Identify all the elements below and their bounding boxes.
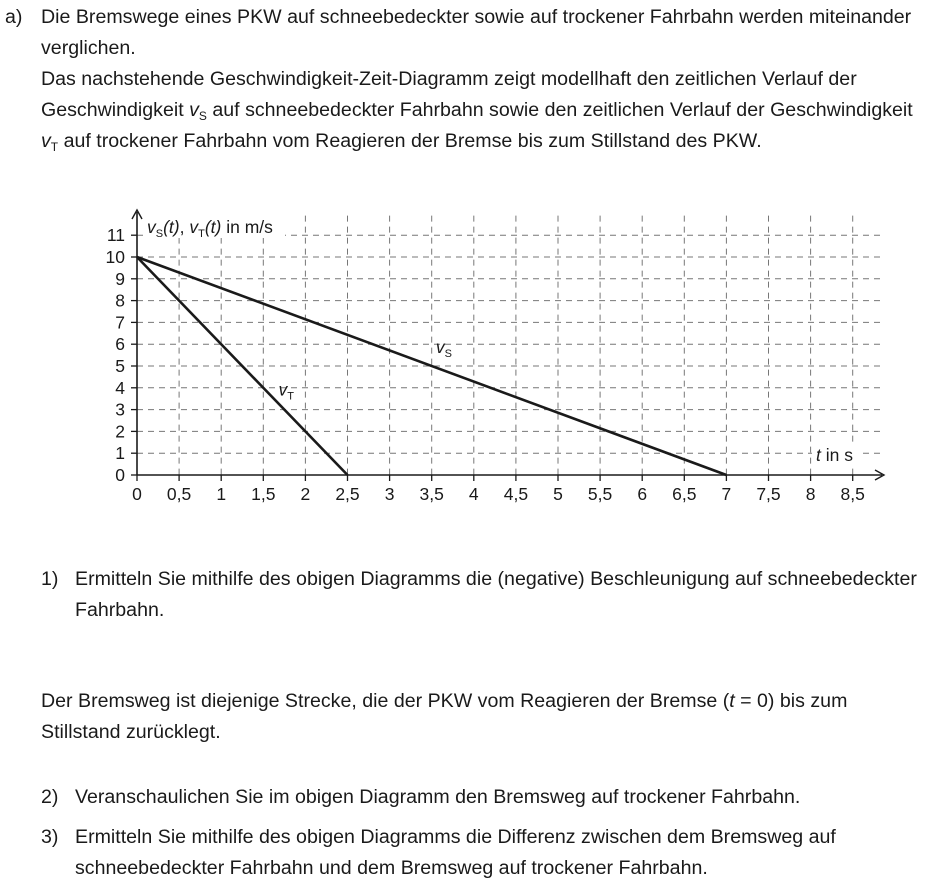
x-tick-label: 7 (722, 484, 732, 504)
axis-labels: vS(t), vT(t) in m/s t in s (143, 214, 862, 466)
x-tick-label: 0,5 (167, 484, 191, 504)
x-axis-arrow (874, 469, 886, 481)
x-tick-label: 6,5 (672, 484, 696, 504)
velocity-time-chart: 0 0,5 1 1,5 2 2,5 3 3,5 4 4,5 5 5,5 6 6,5 7 7,5 8 8,50123… (106, 208, 886, 504)
y-tick-label: 11 (107, 225, 125, 245)
x-tick-label: 5 (553, 484, 563, 504)
question-1: 1) Ermitteln Sie mithilfe des obigen Dia… (41, 564, 931, 626)
y-tick-label: 2 (115, 421, 125, 441)
y-axis-arrow (131, 208, 143, 220)
y-tick-label: 3 (115, 400, 125, 420)
y-tick-label: 7 (115, 312, 125, 332)
series-label-vS: vS (436, 337, 452, 360)
question-number: 2) (41, 786, 59, 808)
question-2: 2) Veranschaulichen Sie im obigen Diagra… (41, 782, 931, 813)
task-intro: Die Bremswege eines PKW auf schneebedeck… (41, 2, 931, 157)
y-tick-label: 5 (115, 356, 125, 376)
task-label: a) (5, 6, 23, 28)
question-text: Ermitteln Sie mithilfe des obigen Diagra… (75, 568, 917, 621)
x-tick-label: 3 (385, 484, 395, 504)
x-tick-label: 5,5 (588, 484, 612, 504)
chart-axes (131, 208, 886, 481)
question-3: 3) Ermitteln Sie mithilfe des obigen Dia… (41, 822, 931, 884)
series-line-vT (136, 256, 349, 476)
chart-grid (137, 215, 883, 475)
x-tick-label: 4 (469, 484, 479, 504)
question-number: 3) (41, 826, 59, 848)
question-number: 1) (41, 568, 59, 590)
x-tick-label: 3,5 (420, 484, 444, 504)
x-tick-label: 1,5 (251, 484, 275, 504)
question-text: Ermitteln Sie mithilfe des obigen Diagra… (75, 826, 836, 879)
intro-paragraph-2: Das nachstehende Geschwindigkeit-Zeit-Di… (41, 68, 913, 154)
x-tick-label: 4,5 (504, 484, 528, 504)
series-label-vT: vT (278, 379, 294, 402)
y-tick-label: 4 (115, 378, 125, 398)
axis-ticks: 0 0,5 1 1,5 2 2,5 3 3,5 4 4,5 5 5,5 6 6,5 7 7,5 8 8,50123… (106, 225, 865, 504)
y-tick-label: 9 (115, 269, 125, 289)
y-tick-label: 0 (115, 465, 125, 485)
definition-paragraph: Der Bremsweg ist diejenige Strecke, die … (41, 690, 848, 743)
y-tick-label: 6 (115, 334, 125, 354)
x-axis-label: t in s (816, 445, 853, 465)
x-tick-label: 7,5 (756, 484, 780, 504)
x-tick-label: 8,5 (841, 484, 865, 504)
question-text: Veranschaulichen Sie im obigen Diagramm … (75, 786, 801, 808)
y-axis-label: vS(t), vT(t) in m/s (147, 217, 273, 240)
x-tick-label: 8 (806, 484, 816, 504)
x-tick-label: 1 (216, 484, 226, 504)
chart-series: vS vT (136, 255, 727, 477)
x-tick-label: 0 (132, 484, 142, 504)
x-tick-label: 2,5 (335, 484, 359, 504)
y-tick-label: 8 (115, 291, 125, 311)
y-tick-label: 10 (106, 247, 126, 267)
intro-paragraph-1: Die Bremswege eines PKW auf schneebedeck… (41, 6, 912, 59)
x-tick-label: 2 (301, 484, 311, 504)
y-tick-label: 1 (115, 443, 125, 463)
series-line-vS (136, 255, 727, 477)
x-tick-label: 6 (637, 484, 647, 504)
